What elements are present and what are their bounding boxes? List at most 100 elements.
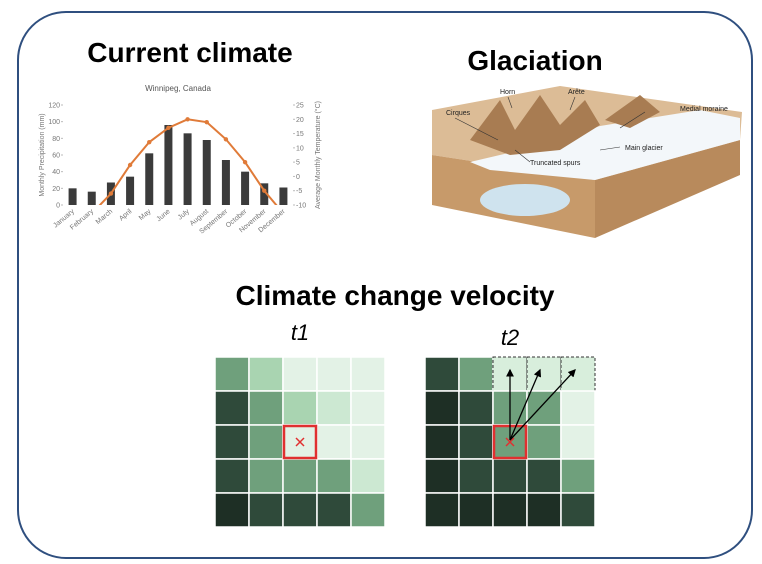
cell [316, 356, 352, 392]
ridge [605, 95, 660, 128]
cell [492, 458, 528, 494]
cell [248, 390, 284, 426]
bar [221, 160, 230, 205]
y2-tick-label: 5 [296, 160, 300, 167]
y-tick-label: 20 [52, 186, 60, 193]
focal-x [295, 437, 305, 447]
cell [214, 390, 250, 426]
y-axis-label: Monthly Precipitation (mm) [39, 113, 46, 196]
cell [214, 356, 250, 392]
panel-label: t1 [291, 320, 309, 345]
cell [248, 424, 284, 460]
line-point [166, 125, 171, 131]
cell [316, 390, 352, 426]
label: Main glacier [625, 145, 663, 152]
y2-tick-label: 25 [296, 103, 304, 110]
cell [492, 492, 528, 528]
cell [560, 390, 596, 426]
cell [248, 356, 284, 392]
y2-tick-label: 10 [296, 145, 304, 152]
bar [183, 133, 192, 205]
cell [316, 492, 352, 528]
cell [214, 424, 250, 460]
cell [316, 458, 352, 494]
y-tick-label: 120 [48, 103, 60, 110]
section-title: Current climate [87, 37, 292, 68]
cell [282, 356, 318, 392]
line-point [185, 117, 190, 122]
y2-axis-label: Average Monthly Temperature (°C) [314, 101, 322, 209]
glacier [470, 110, 740, 180]
cell [424, 458, 460, 494]
velocity-grids [214, 356, 596, 528]
cell [458, 492, 494, 528]
focal-x [505, 437, 515, 447]
line-point [223, 137, 229, 142]
y-tick-label: 0 [56, 203, 60, 210]
line-point [108, 191, 114, 196]
section-title: Glaciation [467, 45, 602, 76]
cell [424, 390, 460, 426]
cell [458, 424, 494, 460]
y-tick-label: 100 [48, 119, 60, 126]
chart-title: Winnipeg, Canada [145, 84, 211, 93]
section-title: Climate change velocity [235, 280, 554, 311]
cell [214, 458, 250, 494]
y2-tick-label: 0 [296, 174, 300, 181]
lake [480, 184, 570, 216]
y-tick-label: 40 [52, 169, 60, 176]
cell [526, 458, 562, 494]
cell [560, 458, 596, 494]
glaciation-diagram: Horn Arête Medial moraine Cirques Main g… [432, 86, 742, 238]
leaders [454, 96, 646, 163]
cell [282, 390, 318, 426]
bar [87, 191, 96, 205]
cell [560, 356, 596, 392]
cell [526, 424, 562, 460]
cell [350, 458, 386, 494]
cell [282, 458, 318, 494]
cell [424, 356, 460, 392]
cell [350, 390, 386, 426]
cell [560, 492, 596, 528]
bar [241, 171, 250, 205]
cell [248, 458, 284, 494]
cell [526, 356, 562, 392]
bar [279, 187, 288, 205]
label: Truncated spurs [530, 160, 581, 167]
cell [560, 424, 596, 460]
arrows [506, 368, 576, 441]
cell [282, 492, 318, 528]
y-tick-label: 80 [52, 136, 60, 143]
bar [164, 125, 173, 205]
bar [145, 153, 154, 205]
cell [458, 458, 494, 494]
cell [458, 356, 494, 392]
bar [202, 140, 211, 205]
bar [260, 183, 269, 205]
climate-chart: Winnipeg, Canada Monthly Precipitation (… [33, 78, 328, 245]
cell [458, 390, 494, 426]
line [98, 118, 278, 205]
cell [316, 424, 352, 460]
bar [126, 176, 135, 205]
cell [248, 492, 284, 528]
line-point [204, 119, 209, 125]
cell [350, 356, 386, 392]
chart-bg [33, 78, 328, 245]
ridge [470, 95, 600, 155]
line-point [147, 139, 152, 145]
cell [350, 492, 386, 528]
line-point [127, 162, 133, 168]
panel-label: t2 [501, 325, 519, 350]
line-point [242, 159, 248, 165]
y2-tick-label: 15 [296, 131, 304, 138]
cell [526, 390, 562, 426]
line-point [262, 188, 267, 193]
label: Horn [500, 89, 515, 96]
y2-tick-label: 20 [296, 117, 304, 124]
bar [68, 188, 77, 205]
cell [350, 424, 386, 460]
y2-tick-label: -5 [296, 188, 302, 195]
